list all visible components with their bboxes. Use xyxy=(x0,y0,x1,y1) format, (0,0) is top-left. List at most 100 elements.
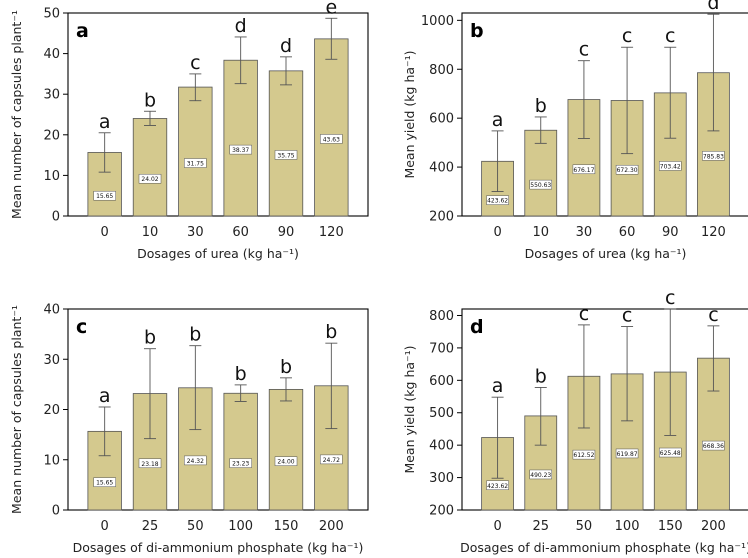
x-axis-title: Dosages of di-ammonium phosphate (kg ha⁻… xyxy=(460,540,748,555)
data-label-box xyxy=(702,151,725,161)
x-tick-label: 30 xyxy=(187,225,204,240)
significance-letter: b xyxy=(325,321,337,343)
significance-letter: c xyxy=(622,25,632,47)
data-label: 668.36 xyxy=(703,443,724,450)
y-tick-label: 300 xyxy=(429,471,454,486)
y-tick-label: 800 xyxy=(429,63,454,78)
y-tick-label: 400 xyxy=(429,161,454,176)
bar xyxy=(223,392,258,511)
y-tick-label: 40 xyxy=(43,47,60,62)
data-label: 35.75 xyxy=(277,152,294,159)
panel-letter: a xyxy=(76,20,89,42)
data-label: 24.02 xyxy=(141,176,158,183)
data-label: 672.30 xyxy=(617,167,638,174)
y-tick-label: 10 xyxy=(43,169,60,184)
data-label-box xyxy=(138,458,162,469)
x-tick-label: 25 xyxy=(142,519,159,534)
panel-letter: c xyxy=(76,316,87,338)
data-label: 23.18 xyxy=(141,461,158,468)
data-label-box xyxy=(702,440,725,451)
y-tick-label: 500 xyxy=(429,406,454,421)
x-tick-label: 60 xyxy=(232,225,249,240)
significance-letter: c xyxy=(665,25,675,47)
x-tick-label: 30 xyxy=(576,225,593,240)
y-tick-label: 400 xyxy=(429,439,454,454)
panel-letter: d xyxy=(470,316,484,338)
data-label: 24.00 xyxy=(277,459,294,466)
data-label: 676.17 xyxy=(573,167,594,174)
significance-letter: b xyxy=(144,89,156,111)
data-label-box xyxy=(93,190,116,201)
significance-letter: a xyxy=(99,385,111,407)
plot-frame xyxy=(461,12,748,217)
x-tick-label: 100 xyxy=(228,519,253,534)
x-tick-label: 50 xyxy=(187,519,204,534)
x-tick-label: 90 xyxy=(662,225,679,240)
bar xyxy=(314,38,349,217)
significance-letter: d xyxy=(280,35,292,57)
y-tick-label: 600 xyxy=(429,374,454,389)
y-tick-label: 40 xyxy=(43,303,60,318)
data-label-box xyxy=(659,447,682,458)
data-label: 24.72 xyxy=(323,457,340,464)
significance-letter: b xyxy=(189,324,201,346)
x-tick-label: 25 xyxy=(532,519,549,534)
x-axis-title: Dosages of urea (kg ha⁻¹) xyxy=(525,246,687,261)
x-tick-label: 100 xyxy=(615,519,640,534)
significance-letter: c xyxy=(579,303,589,325)
y-tick-label: 0 xyxy=(52,210,60,225)
x-tick-label: 10 xyxy=(532,225,549,240)
x-tick-label: 10 xyxy=(142,225,159,240)
data-label: 423.62 xyxy=(487,198,508,205)
data-label-box xyxy=(229,458,252,468)
x-axis-title: Dosages of di-ammonium phosphate (kg ha⁻… xyxy=(73,540,364,555)
data-label-box xyxy=(274,456,298,466)
x-tick-label: 90 xyxy=(278,225,295,240)
bar xyxy=(524,129,558,217)
x-tick-label: 200 xyxy=(319,519,344,534)
significance-letter: a xyxy=(492,109,504,131)
y-tick-label: 50 xyxy=(43,7,60,22)
data-label: 619.87 xyxy=(617,451,638,458)
data-label-box xyxy=(529,179,552,190)
data-label: 490.23 xyxy=(530,472,551,479)
x-tick-label: 150 xyxy=(658,519,683,534)
y-tick-label: 0 xyxy=(52,504,60,519)
data-label-box xyxy=(229,144,252,155)
x-tick-label: 120 xyxy=(319,225,344,240)
bar xyxy=(268,388,304,511)
data-label: 625.48 xyxy=(660,450,681,457)
panel-b: 200 400 600 800 1000 423.62 a 0 550.63 b 10 676.17 c… xyxy=(402,0,748,261)
significance-letter: b xyxy=(535,95,547,117)
data-label: 423.62 xyxy=(487,483,508,490)
y-tick-label: 30 xyxy=(43,353,60,368)
significance-letter: b xyxy=(535,365,547,387)
data-label: 15.65 xyxy=(96,193,113,200)
data-label: 43.63 xyxy=(323,136,340,143)
data-label: 23.23 xyxy=(232,461,249,468)
y-axis-title: Mean number of capsules plant⁻¹ xyxy=(9,305,24,514)
significance-letter: c xyxy=(579,39,589,61)
data-label-box xyxy=(529,469,552,480)
data-label-box xyxy=(320,454,343,465)
bar xyxy=(178,86,213,217)
y-tick-label: 600 xyxy=(429,112,454,127)
x-tick-label: 0 xyxy=(493,225,501,240)
significance-letter: e xyxy=(325,0,337,18)
data-label: 15.65 xyxy=(96,480,113,487)
data-label-box xyxy=(572,164,596,175)
data-label: 785.83 xyxy=(703,153,724,160)
data-label: 31.75 xyxy=(187,161,204,168)
data-label-box xyxy=(486,195,509,205)
panel-d: 200 300 400 500 600 700 800 423.62 a 0 490.23 b 25 61… xyxy=(402,287,748,555)
bar xyxy=(132,118,168,217)
data-label-box xyxy=(320,134,343,144)
plot-frame xyxy=(67,12,369,217)
data-label-box xyxy=(274,150,298,160)
significance-letter: d xyxy=(707,0,719,14)
panel-c: 0 10 20 30 40 15.65 a 0 23.18 b 25 24.32 b 50 23.23 b 10… xyxy=(9,303,369,555)
y-tick-label: 200 xyxy=(429,504,454,519)
data-label: 550.63 xyxy=(530,182,551,189)
x-tick-label: 0 xyxy=(493,519,501,534)
y-tick-label: 10 xyxy=(43,453,60,468)
